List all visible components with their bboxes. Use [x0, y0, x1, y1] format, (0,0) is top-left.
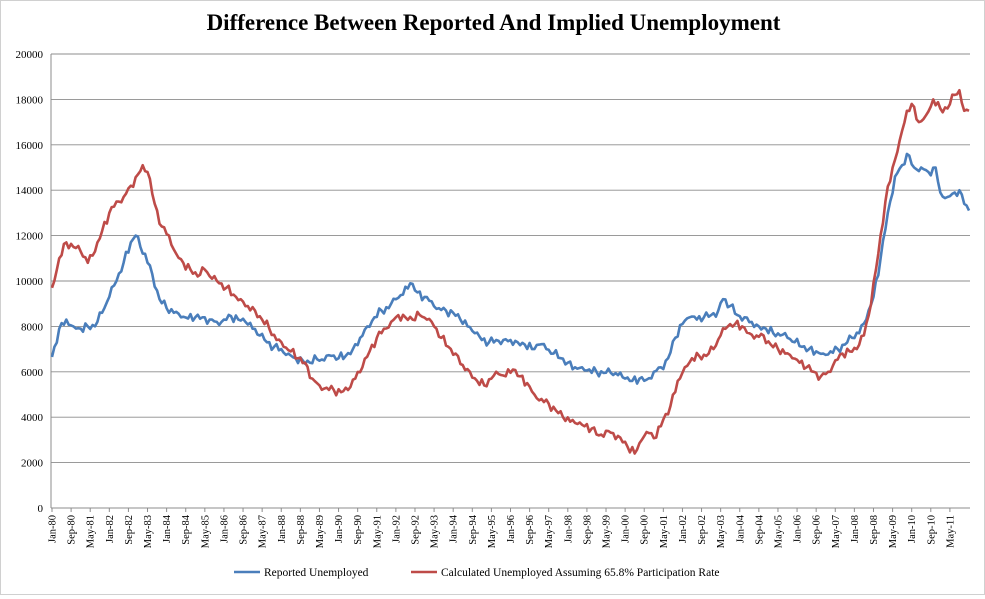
x-tick-label: Jan-08: [850, 515, 861, 543]
x-tick-label: Jan-80: [48, 515, 59, 543]
x-tick-label: Sep-86: [239, 515, 250, 545]
x-tick-label: Jan-84: [162, 514, 173, 543]
x-tick-label: May-91: [372, 515, 383, 548]
x-tick-label: Sep-08: [869, 515, 880, 545]
y-tick-label: 18000: [16, 94, 44, 106]
chart-title: Difference Between Reported And Implied …: [206, 10, 781, 35]
x-tick-label: Sep-96: [525, 515, 536, 545]
x-tick-label: Jan-10: [907, 515, 918, 543]
y-tick-label: 8000: [21, 321, 44, 333]
x-tick-label: Jan-88: [277, 515, 288, 543]
x-tick-label: Sep-04: [754, 514, 765, 544]
x-tick-label: Sep-90: [353, 515, 364, 545]
x-tick-label: Sep-06: [812, 515, 823, 545]
y-tick-label: 10000: [16, 276, 44, 288]
y-tick-label: 14000: [16, 185, 44, 197]
y-tick-label: 6000: [21, 367, 44, 379]
x-tick-label: Jan-90: [334, 515, 345, 543]
x-tick-label: May-01: [659, 515, 670, 548]
x-tick-label: May-03: [716, 515, 727, 548]
x-tick-label: May-05: [773, 515, 784, 548]
series-line-reported-unemployed: [50, 152, 971, 385]
x-tick-label: May-93: [430, 515, 441, 548]
x-tick-label: Sep-00: [640, 515, 651, 545]
y-tick-label: 4000: [21, 412, 44, 424]
x-tick-label: May-95: [487, 515, 498, 548]
x-tick-label: Sep-94: [468, 514, 479, 544]
x-tick-label: May-85: [200, 515, 211, 548]
x-tick-label: Jan-02: [678, 515, 689, 543]
x-tick-label: May-83: [143, 515, 154, 548]
x-tick-label: Jan-92: [391, 515, 402, 543]
y-tick-label: 20000: [16, 49, 44, 61]
x-tick-label: May-87: [258, 515, 269, 548]
x-tick-label: Sep-92: [410, 515, 421, 545]
y-tick-label: 12000: [16, 231, 44, 243]
x-tick-label: May-09: [888, 515, 899, 548]
x-tick-label: Sep-80: [67, 515, 78, 545]
y-tick-label: 16000: [16, 140, 44, 152]
y-tick-label: 0: [38, 503, 44, 515]
x-tick-label: Sep-98: [582, 515, 593, 545]
x-tick-label: Jan-94: [449, 514, 460, 543]
series-line-calculated-unemployed: [50, 89, 970, 455]
x-tick-label: May-97: [544, 515, 555, 548]
y-tick-label: 2000: [21, 458, 44, 470]
x-tick-label: Jan-00: [621, 515, 632, 543]
x-tick-label: Jan-86: [219, 515, 230, 543]
x-tick-label: May-11: [945, 515, 956, 548]
x-tick-label: Sep-02: [697, 515, 708, 545]
x-tick-label: Jan-82: [105, 515, 116, 543]
x-tick-label: May-07: [831, 515, 842, 548]
x-tick-label: May-81: [86, 515, 97, 548]
x-tick-label: May-99: [602, 515, 613, 548]
x-tick-label: Jan-04: [735, 514, 746, 543]
x-tick-label: Jan-06: [793, 515, 804, 543]
x-tick-label: Sep-82: [124, 515, 135, 545]
x-tick-label: Jan-96: [506, 515, 517, 543]
legend-label: Calculated Unemployed Assuming 65.8% Par…: [441, 567, 720, 579]
x-tick-label: Sep-10: [926, 515, 937, 545]
x-tick-label: Sep-88: [296, 515, 307, 545]
x-tick-label: Sep-84: [181, 514, 192, 544]
x-tick-label: May-89: [315, 515, 326, 548]
legend-label: Reported Unemployed: [264, 567, 369, 579]
x-tick-label: Jan-98: [563, 515, 574, 543]
